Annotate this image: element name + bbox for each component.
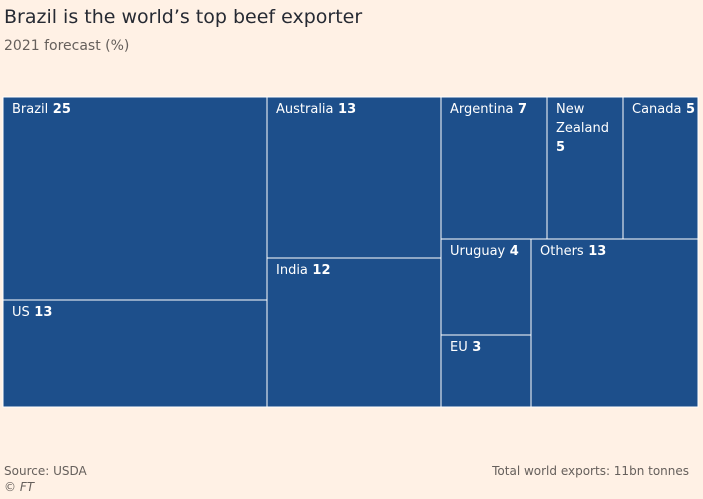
treemap-value-argentina: 7 <box>513 102 527 117</box>
chart-subtitle: 2021 forecast (%) <box>4 38 130 54</box>
treemap-value-new-zealand: 5 <box>556 140 565 155</box>
treemap-cell-argentina <box>440 96 548 240</box>
treemap-value-brazil: 25 <box>48 102 71 117</box>
treemap-value-eu: 3 <box>468 340 482 355</box>
treemap-label-argentina: Argentina 7 <box>450 102 527 117</box>
treemap-cell-new-zealand <box>546 96 624 240</box>
treemap-label-canada: Canada 5 <box>632 102 695 117</box>
total-exports-note: Total world exports: 11bn tonnes <box>492 464 689 478</box>
treemap-cell-uruguay <box>440 238 532 336</box>
treemap-cell-eu <box>440 334 532 408</box>
treemap-label-uruguay: Uruguay 4 <box>450 244 519 259</box>
treemap-label-india: India 12 <box>276 263 331 278</box>
treemap-value-uruguay: 4 <box>505 244 519 259</box>
treemap-cell-canada <box>622 96 699 240</box>
treemap-value-canada: 5 <box>681 102 695 117</box>
treemap-label-eu: EU 3 <box>450 340 481 355</box>
credit-note: © FT <box>4 480 35 494</box>
treemap-label-new-zealand: New Zealand 5 <box>556 102 609 155</box>
treemap-cell-us <box>2 299 268 408</box>
treemap-cell-brazil <box>2 96 268 301</box>
chart-title: Brazil is the world’s top beef exporter <box>4 6 363 28</box>
treemap-value-india: 12 <box>308 263 331 278</box>
treemap-value-us: 13 <box>30 305 53 320</box>
source-note: Source: USDA <box>4 464 87 478</box>
treemap-label-others: Others 13 <box>540 244 606 259</box>
treemap-label-australia: Australia 13 <box>276 102 356 117</box>
treemap-value-australia: 13 <box>334 102 357 117</box>
treemap-cell-others <box>530 238 699 408</box>
treemap-label-us: US 13 <box>12 305 52 320</box>
treemap-value-others: 13 <box>584 244 607 259</box>
treemap-cell-india <box>266 257 442 408</box>
treemap-cell-australia <box>266 96 442 259</box>
treemap-label-brazil: Brazil 25 <box>12 102 71 117</box>
